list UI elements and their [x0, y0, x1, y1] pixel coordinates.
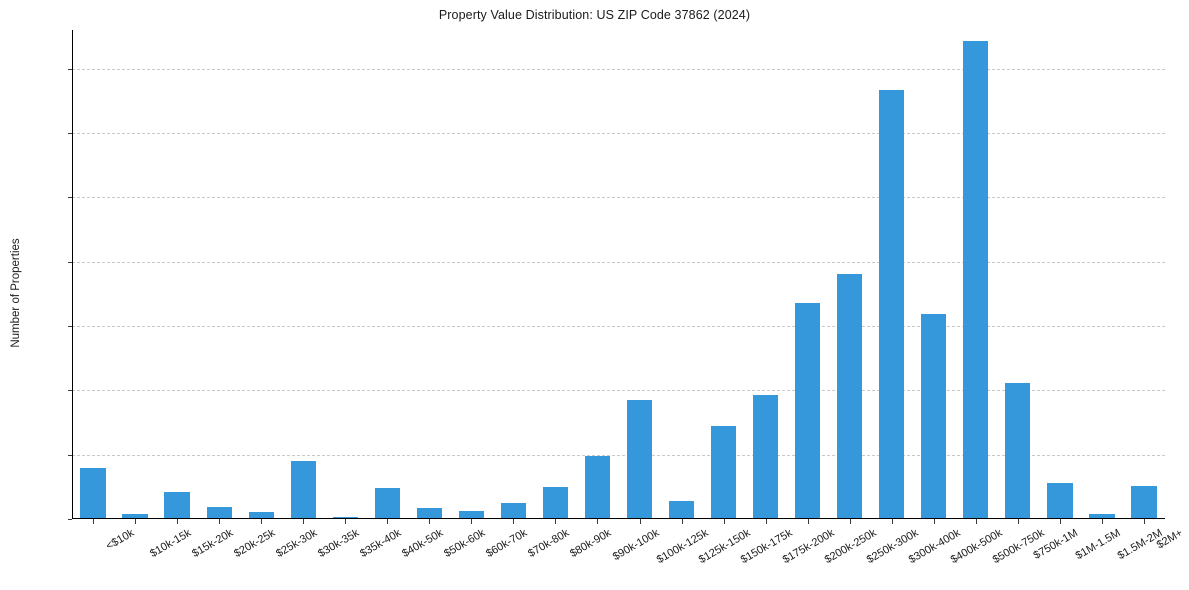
gridline	[72, 325, 1165, 327]
bar[interactable]	[290, 461, 316, 519]
x-tick-mark	[1059, 519, 1061, 524]
x-tick-label: $1M-1.5M	[1073, 527, 1123, 563]
y-tick-mark	[68, 325, 72, 327]
x-tick-mark	[765, 519, 767, 524]
y-tick-mark	[68, 454, 72, 456]
plot-area: 01503004506007509001,050 <$10k$10k-15k$1…	[68, 30, 1185, 566]
gridline	[72, 454, 1165, 456]
bar[interactable]	[1131, 485, 1157, 519]
bar[interactable]	[416, 507, 442, 519]
y-tick-mark	[68, 390, 72, 392]
x-tick-mark	[639, 519, 641, 524]
x-tick-mark	[723, 519, 725, 524]
bar[interactable]	[1089, 513, 1115, 519]
bar[interactable]	[584, 455, 611, 519]
gridline	[72, 261, 1165, 263]
x-tick-label: $70k-80k	[526, 527, 572, 561]
x-tick-label: $30k-35k	[316, 527, 362, 561]
x-tick-label: $25k-30k	[274, 527, 320, 561]
x-tick-mark	[177, 519, 179, 524]
x-tick-mark	[1143, 519, 1145, 524]
bar[interactable]	[206, 507, 232, 519]
x-tick-mark	[975, 519, 977, 524]
bar[interactable]	[921, 314, 947, 519]
y-tick-mark	[68, 261, 72, 263]
x-tick-mark	[807, 519, 809, 524]
x-tick-label: $90k-100k	[611, 527, 662, 564]
gridline	[72, 390, 1165, 392]
bar[interactable]	[542, 487, 569, 519]
gridline	[72, 132, 1165, 134]
bar[interactable]	[164, 492, 190, 519]
chart-title: Property Value Distribution: US ZIP Code…	[438, 8, 751, 22]
x-tick-mark	[933, 519, 935, 524]
x-tick-mark	[219, 519, 221, 524]
x-tick-mark	[93, 519, 95, 524]
x-tick-label: $40k-50k	[400, 527, 446, 561]
x-tick-label: $20k-25k	[232, 527, 278, 561]
x-tick-label: $60k-70k	[484, 527, 530, 561]
x-axis-spine	[72, 517, 1165, 519]
x-tick-mark	[345, 519, 347, 524]
x-tick-mark	[1101, 519, 1103, 524]
x-tick-mark	[555, 519, 557, 524]
x-tick-mark	[387, 519, 389, 524]
y-tick-mark	[68, 68, 72, 70]
x-tick-mark	[303, 519, 305, 524]
gridline	[72, 68, 1165, 70]
x-tick-label: <$10k	[104, 527, 137, 553]
y-tick-mark	[68, 132, 72, 134]
x-tick-label: $50k-60k	[442, 527, 488, 561]
x-tick-mark	[1017, 519, 1019, 524]
bar[interactable]	[458, 510, 484, 519]
bar[interactable]	[963, 41, 989, 519]
gridline	[72, 197, 1165, 199]
bar[interactable]	[374, 488, 400, 519]
x-tick-mark	[891, 519, 893, 524]
x-tick-mark	[471, 519, 473, 524]
y-tick-mark	[68, 197, 72, 199]
x-tick-mark	[261, 519, 263, 524]
bar[interactable]	[710, 426, 737, 519]
bar[interactable]	[668, 500, 695, 519]
x-tick-label: $80k-90k	[568, 527, 614, 561]
x-tick-label: $35k-40k	[358, 527, 404, 561]
x-tick-mark	[135, 519, 137, 524]
x-tick-mark	[681, 519, 683, 524]
x-tick-label: $10k-15k	[148, 527, 194, 561]
x-tick-mark	[597, 519, 599, 524]
bar[interactable]	[879, 90, 905, 519]
y-axis-label: Number of Properties	[10, 238, 22, 348]
y-tick-mark	[68, 519, 72, 520]
bar[interactable]	[837, 274, 863, 519]
bar[interactable]	[500, 502, 526, 519]
x-tick-label: $15k-20k	[190, 527, 236, 561]
bar[interactable]	[795, 302, 821, 519]
bar[interactable]	[753, 394, 779, 519]
bar[interactable]	[80, 467, 106, 519]
bar[interactable]	[248, 511, 274, 519]
x-tick-mark	[513, 519, 515, 524]
bar[interactable]	[1005, 383, 1031, 519]
x-tick-mark	[849, 519, 851, 524]
bar[interactable]	[626, 399, 653, 519]
y-axis-spine	[72, 30, 73, 519]
x-tick-mark	[429, 519, 431, 524]
bar[interactable]	[122, 513, 148, 519]
bar[interactable]	[1047, 482, 1073, 519]
